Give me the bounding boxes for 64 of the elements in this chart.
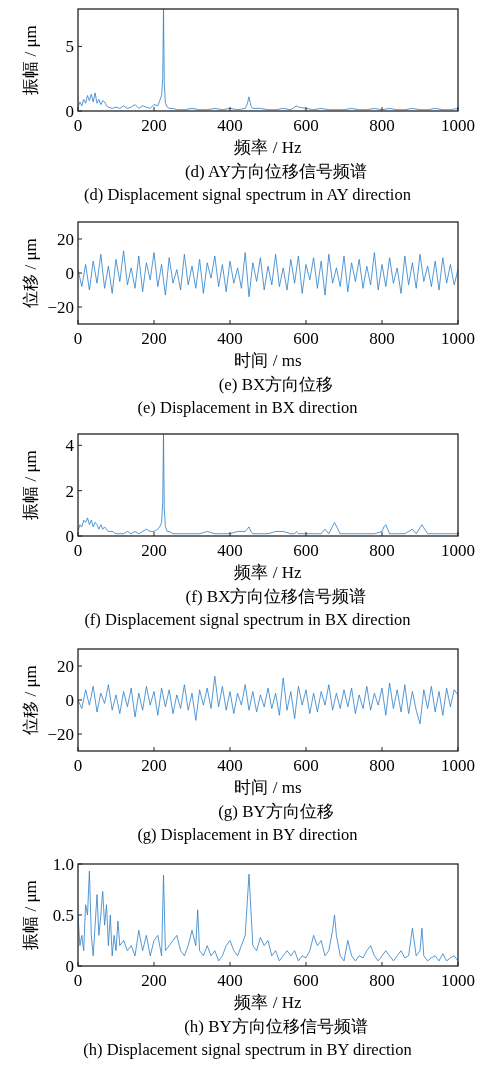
x-axis-title: 时间 / ms [234, 351, 302, 370]
x-tick-label: 600 [293, 541, 319, 560]
x-tick-label: 200 [141, 116, 167, 135]
y-axis-title: 振幅 / μm [21, 880, 40, 950]
y-tick-label: 20 [57, 656, 74, 676]
x-tick-label: 400 [217, 541, 243, 560]
x-tick-label: 800 [369, 971, 395, 990]
x-tick-label: 200 [141, 541, 167, 560]
text: (g) BY方向位移 [218, 802, 334, 821]
x-axis-title: 频率 / Hz [234, 138, 302, 157]
y-tick-label: 0 [65, 263, 74, 283]
y-axis-title: 位移 / μm [21, 238, 40, 308]
text: (f) BX方向位移信号频谱 [185, 587, 367, 606]
x-tick-label: 200 [141, 756, 167, 775]
text: (d) Displacement signal spectrum in AY direction [84, 185, 411, 204]
text: (g) Displacement in BY direction [137, 825, 358, 844]
x-tick-label: 600 [293, 971, 319, 990]
x-tick-label: 200 [141, 329, 167, 348]
y-tick-label: 20 [57, 229, 74, 249]
x-axis-title: 频率 / Hz [234, 993, 302, 1012]
x-tick-label: 400 [217, 116, 243, 135]
text: (d) AY方向位移信号频谱 [184, 162, 368, 181]
line-series [78, 870, 458, 962]
text: (f) Displacement signal spectrum in BX direction [84, 610, 411, 629]
x-tick-label: 1000 [441, 971, 475, 990]
x-tick-label: 400 [217, 971, 243, 990]
x-tick-label: 600 [293, 756, 319, 775]
line-series [78, 675, 458, 725]
text: (e) BX方向位移 [218, 375, 334, 394]
y-tick-label: 0 [65, 956, 74, 976]
y-axis-title: 振幅 / μm [21, 25, 40, 95]
y-tick-label: 0 [65, 101, 74, 121]
x-axis-title: 时间 / ms [234, 778, 302, 797]
y-tick-label: 0 [65, 690, 74, 710]
x-tick-label: 800 [369, 756, 395, 775]
y-tick-label: 5 [65, 37, 74, 57]
x-tick-label: 800 [369, 541, 395, 560]
y-tick-label: 4 [65, 436, 75, 456]
text: (h) BY方向位移信号频谱 [184, 1017, 368, 1036]
y-tick-label: 2 [65, 481, 74, 501]
x-tick-label: 1000 [441, 541, 475, 560]
text: (e) Displacement in BX direction [137, 398, 358, 417]
y-axis-title: 振幅 / μm [21, 450, 40, 520]
y-axis-title: 位移 / μm [21, 665, 40, 735]
y-tick-label: 0 [65, 526, 74, 546]
x-axis-title: 频率 / Hz [234, 563, 302, 582]
x-tick-label: 200 [141, 971, 167, 990]
line-series [78, 9, 458, 111]
x-tick-label: 1000 [441, 329, 475, 348]
x-tick-label: 800 [369, 116, 395, 135]
x-tick-label: 1000 [441, 756, 475, 775]
line-series [78, 250, 458, 298]
y-tick-label: 1.0 [52, 854, 74, 874]
x-tick-label: 600 [293, 116, 319, 135]
text: (h) Displacement signal spectrum in BY direction [83, 1040, 412, 1059]
y-tick-label: −20 [47, 297, 74, 317]
x-tick-label: 800 [369, 329, 395, 348]
x-tick-label: 600 [293, 329, 319, 348]
x-tick-label: 1000 [441, 116, 475, 135]
y-tick-label: −20 [47, 724, 74, 744]
line-series [78, 434, 458, 535]
x-tick-label: 400 [217, 756, 243, 775]
y-tick-label: 0.5 [52, 905, 74, 925]
x-tick-label: 400 [217, 329, 243, 348]
